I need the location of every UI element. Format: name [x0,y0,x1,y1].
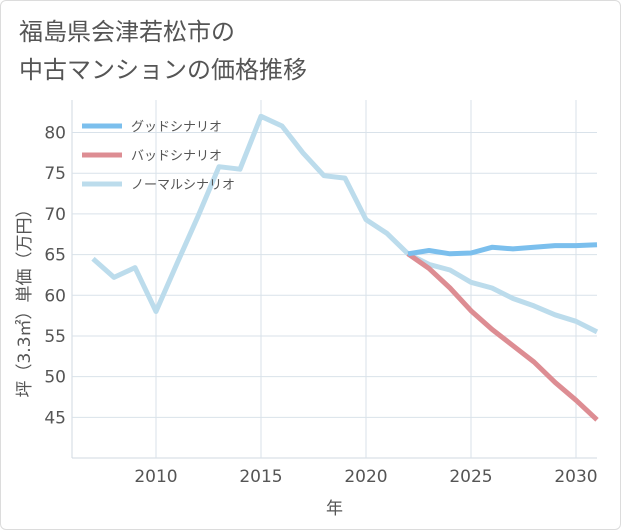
y-tick-label: 55 [44,327,66,347]
y-tick-label: 45 [44,408,66,428]
series-line-2 [91,113,599,335]
y-tick-label: 60 [44,286,66,306]
legend-label-2: ノーマルシナリオ [131,178,235,193]
x-tick-label: 2025 [449,467,492,487]
x-axis-ticks: 2010 2015 2020 2025 2030 [134,467,597,487]
series-lines [91,113,599,422]
x-tick-label: 2020 [344,467,387,487]
y-tick-label: 75 [44,164,66,184]
chart-title-line-2: 中古マンションの価格推移 [19,56,307,84]
y-tick-label: 65 [44,246,66,266]
chart-title: 福島県会津若松市の 中古マンションの価格推移 [19,13,419,89]
series-line-0 [407,242,598,257]
chart-title-line-1: 福島県会津若松市の [19,18,235,46]
y-axis-ticks: 45 50 55 60 65 70 75 80 [44,124,66,429]
legend-label-0: グッドシナリオ [131,120,222,135]
x-tick-label: 2010 [134,467,177,487]
grid [71,100,597,459]
x-tick-label: 2015 [239,467,282,487]
series-line-1 [406,251,599,422]
y-tick-label: 80 [44,124,66,144]
x-tick-label: 2030 [554,467,597,487]
y-tick-label: 50 [44,368,66,388]
y-tick-label: 70 [44,205,66,225]
x-axis-title: 年 [326,499,343,519]
legend-label-1: バッドシナリオ [131,149,222,164]
y-axis-title: 坪（3.3㎡）単価（万円） [15,200,35,397]
